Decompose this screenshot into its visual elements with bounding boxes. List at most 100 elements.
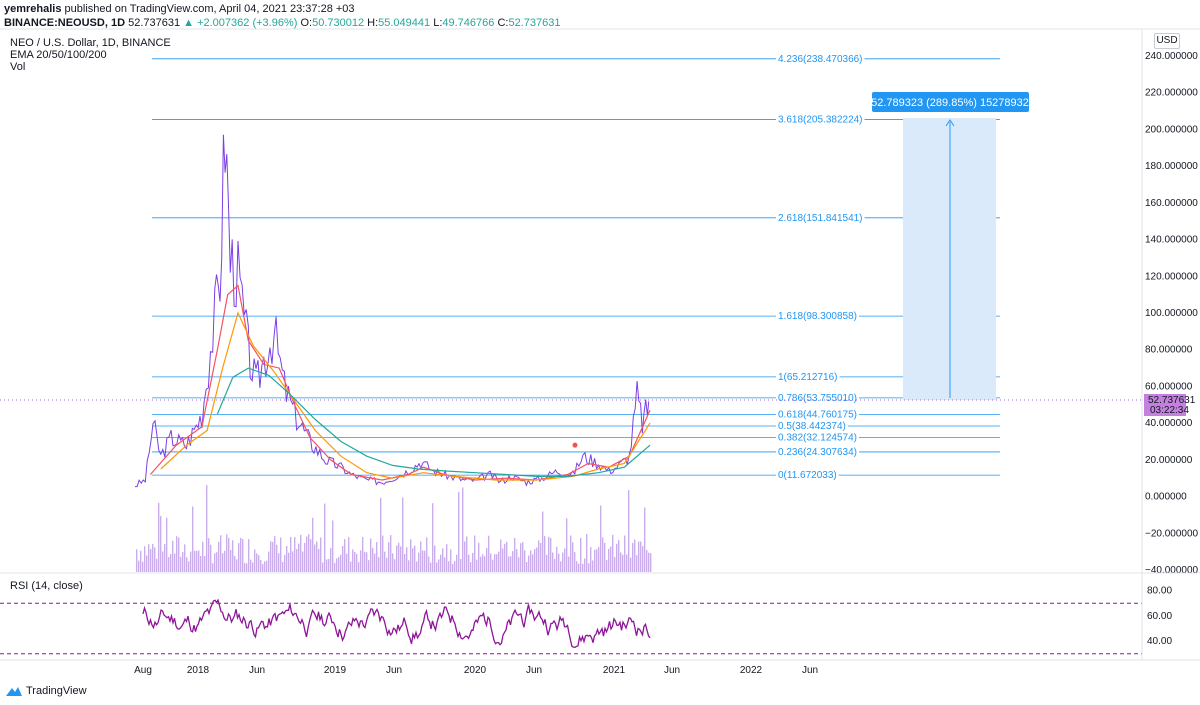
currency-button[interactable]: USD [1154,33,1180,49]
volume-bar [198,550,200,572]
volume-bar [248,539,250,572]
volume-bar [270,541,272,572]
change-value: ▲ +2.007362 (+3.96%) [183,17,298,29]
volume-bar [334,562,336,572]
y-axis: 240.000000 220.000000 200.000000 180.000000… [1145,51,1199,576]
volume-bar [404,553,406,572]
volume-bar [336,558,338,572]
volume-bar [240,537,242,572]
volume-bar [578,563,580,572]
volume-bar [570,535,572,572]
volume-bar [488,535,490,572]
volume-bar [606,560,608,572]
x-tick-label: Jun [386,665,402,676]
volume-bar [524,550,526,572]
volume-bar [514,538,516,572]
volume-bar [460,558,462,572]
volume-bar [216,552,218,572]
volume-bar [318,548,320,572]
x-tick-label: 2022 [740,665,763,676]
volume-bar [144,546,146,572]
volume-bar [600,505,602,572]
volume-bar [274,536,276,572]
volume-bar [260,559,262,572]
volume-bar [264,561,266,572]
volume-bar [360,550,362,572]
publish-line: yemrehalis published on TradingView.com,… [4,2,560,16]
volume-bar [434,545,436,572]
tradingview-logo[interactable]: TradingView [6,685,87,697]
volume-bar [256,553,258,572]
volume-bar [138,560,140,572]
last-price: 52.737631 [128,17,181,29]
ohlc-high: H:55.049441 [367,17,431,29]
volume-bar [160,515,162,572]
volume-bar [148,544,150,572]
fib-label-bg [776,114,865,126]
y-tick-label: 140.000000 [1145,235,1198,246]
volume-bar [432,503,434,572]
volume-bar [604,542,606,572]
volume-bar [346,553,348,572]
publisher-name[interactable]: yemrehalis [4,3,62,15]
x-tick-label: 2021 [603,665,626,676]
fib-label: 0.236(24.307634) [778,447,857,458]
volume-bar [214,553,216,572]
volume-bar [408,560,410,572]
rsi-legend[interactable]: RSI (14, close) [10,580,83,592]
volume-bar [286,545,288,572]
volume-bar [450,549,452,572]
chart-header: yemrehalis published on TradingView.com,… [4,2,560,30]
volume-bar [498,551,500,572]
volume-bar [308,534,310,572]
volume-bar [146,555,148,572]
volume-bar [350,561,352,572]
volume-bar [442,548,444,572]
volume-bar [638,541,640,572]
legend-vol[interactable]: Vol [10,61,26,73]
published-text: published on TradingView.com, April 04, … [64,3,355,15]
volume-bar [324,503,326,572]
volume-bar [544,536,546,572]
volume-bar [436,562,438,572]
volume-bar [392,553,394,572]
volume-bar [532,554,534,572]
volume-bar [178,537,180,572]
volume-bar [510,556,512,572]
volume-bar [630,557,632,572]
volume-bar [446,544,448,572]
legend-ema[interactable]: EMA 20/50/100/200 [10,49,107,61]
volume-bar [204,555,206,572]
volume-bar [368,560,370,572]
y-tick-label: −20.000000 [1145,528,1199,539]
volume-bar [402,497,404,572]
volume-bar [202,541,204,572]
volume-bar [464,541,466,572]
volume-bar [418,552,420,572]
x-tick-label: 2020 [464,665,487,676]
volume-bar [330,548,332,572]
chart-legend: NEO / U.S. Dollar, 1D, BINANCE EMA 20/50… [10,37,171,73]
volume-bar [494,554,496,572]
volume-bar [536,547,538,572]
volume-bar [200,556,202,572]
volume-bar [232,540,234,572]
volume-bar [192,506,194,572]
legend-title[interactable]: NEO / U.S. Dollar, 1D, BINANCE [10,37,171,49]
volume-bar [162,551,164,572]
volume-bar [378,557,380,572]
volume-bar [254,549,256,572]
volume-bar [236,559,238,572]
volume-bar [266,560,268,572]
y-tick-label: 240.000000 [1145,51,1198,62]
volume-bar [370,538,372,572]
volume-bar [534,549,536,572]
volume-bar [642,546,644,572]
volume-bar [482,554,484,572]
volume-bar [648,552,650,572]
volume-bar [320,537,322,572]
volume-bar [580,537,582,572]
volume-bar [340,554,342,572]
y-tick-label: 100.000000 [1145,308,1198,319]
